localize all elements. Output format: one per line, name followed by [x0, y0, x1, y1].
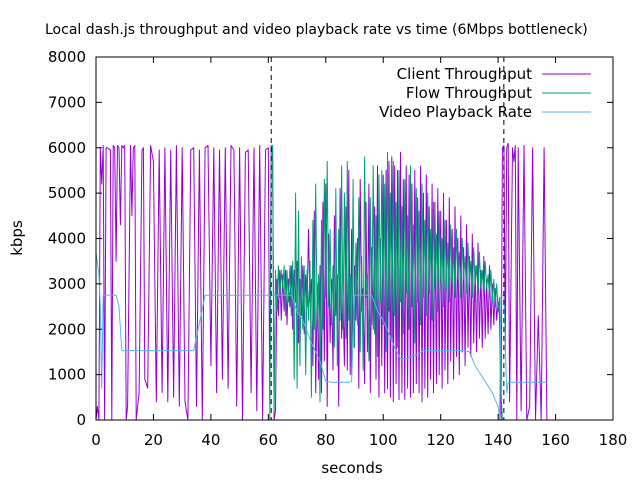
- y-tick-label-7: 7000: [48, 93, 86, 111]
- y-tick-label-0: 0: [76, 411, 86, 429]
- legend-label-1: Flow Throughput: [406, 84, 532, 102]
- x-tick-label-8: 160: [541, 431, 570, 449]
- y-tick-label-2: 2000: [48, 320, 86, 338]
- y-tick-label-5: 5000: [48, 184, 86, 202]
- series-line-2: [95, 252, 547, 421]
- plot-lines: [95, 57, 550, 421]
- axes: 0 20 40 60 80 100 120 140 160 180 0 1000 2000 3000 400…: [48, 48, 628, 449]
- x-tick-label-6: 120: [426, 431, 455, 449]
- y-tick-label-1: 1000: [48, 366, 86, 384]
- x-tick-label-5: 100: [369, 431, 398, 449]
- y-tick-label-8: 8000: [48, 48, 86, 66]
- series-line-1: [269, 145, 503, 421]
- x-tick-label-0: 0: [91, 431, 101, 449]
- x-tick-label-1: 20: [144, 431, 163, 449]
- legend-label-2: Video Playback Rate: [379, 103, 532, 121]
- x-tick-label-7: 140: [484, 431, 513, 449]
- legend-label-0: Client Throughput: [397, 65, 532, 83]
- x-tick-label-2: 40: [201, 431, 220, 449]
- x-tick-label-9: 180: [599, 431, 628, 449]
- x-axis-label: seconds: [321, 459, 382, 477]
- x-tick-label-4: 80: [316, 431, 335, 449]
- y-tick-label-4: 4000: [48, 230, 86, 248]
- x-tick-label-3: 60: [259, 431, 278, 449]
- chart-title: Local dash.js throughput and video playb…: [45, 22, 588, 38]
- y-tick-label-3: 3000: [48, 275, 86, 293]
- y-axis-label: kbps: [8, 220, 26, 256]
- y-tick-label-6: 6000: [48, 139, 86, 157]
